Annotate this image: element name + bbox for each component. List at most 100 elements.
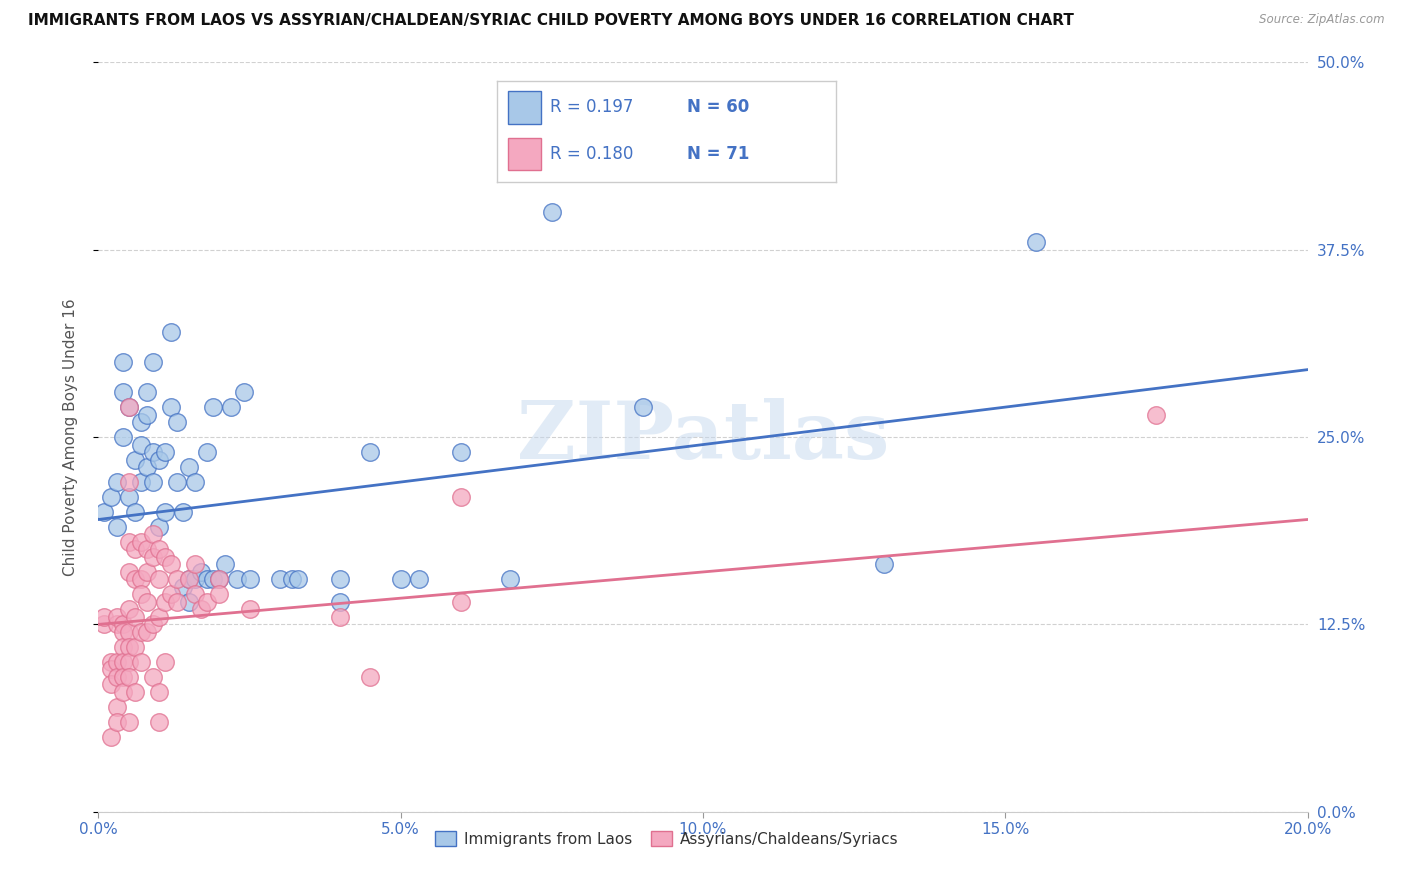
Point	[105, 655, 128, 669]
Point	[135, 565, 157, 579]
Point	[166, 415, 188, 429]
Point	[148, 610, 170, 624]
Point	[118, 400, 141, 414]
Point	[195, 445, 218, 459]
Point	[184, 558, 207, 572]
Point	[124, 542, 146, 557]
Point	[105, 617, 128, 632]
Point	[129, 624, 152, 639]
Point	[190, 602, 212, 616]
Point	[408, 573, 430, 587]
Point	[184, 475, 207, 489]
Point	[148, 685, 170, 699]
Point	[111, 624, 134, 639]
Point	[179, 595, 201, 609]
Point	[100, 730, 122, 744]
Point	[111, 670, 134, 684]
Point	[153, 655, 176, 669]
Point	[100, 662, 122, 676]
Point	[111, 655, 134, 669]
Point	[118, 400, 141, 414]
Point	[105, 699, 128, 714]
Point	[1024, 235, 1046, 250]
Point	[184, 587, 207, 601]
Point	[118, 714, 141, 729]
Legend: Immigrants from Laos, Assyrians/Chaldeans/Syriacs: Immigrants from Laos, Assyrians/Chaldean…	[429, 824, 904, 853]
Point	[179, 573, 201, 587]
Point	[166, 595, 188, 609]
Point	[105, 714, 128, 729]
Point	[160, 325, 183, 339]
Point	[329, 595, 352, 609]
Point	[873, 558, 896, 572]
Point	[179, 573, 201, 587]
Point	[221, 400, 243, 414]
Point	[195, 595, 218, 609]
Point	[135, 595, 157, 609]
Point	[118, 490, 141, 504]
Point	[135, 385, 157, 400]
Point	[129, 535, 152, 549]
Text: IMMIGRANTS FROM LAOS VS ASSYRIAN/CHALDEAN/SYRIAC CHILD POVERTY AMONG BOYS UNDER : IMMIGRANTS FROM LAOS VS ASSYRIAN/CHALDEA…	[28, 13, 1074, 29]
Point	[148, 452, 170, 467]
Point	[190, 565, 212, 579]
Point	[239, 573, 262, 587]
Point	[124, 573, 146, 587]
Point	[93, 617, 115, 632]
Point	[118, 535, 141, 549]
Point	[105, 475, 128, 489]
Point	[214, 558, 236, 572]
Point	[142, 670, 165, 684]
Point	[179, 460, 201, 475]
Point	[105, 670, 128, 684]
Point	[135, 408, 157, 422]
Point	[129, 655, 152, 669]
Point	[93, 610, 115, 624]
Point	[281, 573, 304, 587]
Point	[208, 573, 231, 587]
Point	[160, 558, 183, 572]
Point	[118, 640, 141, 654]
Point	[172, 580, 194, 594]
Point	[287, 573, 309, 587]
Point	[124, 685, 146, 699]
Point	[111, 355, 134, 369]
Point	[208, 587, 231, 601]
Point	[498, 573, 520, 587]
Point	[135, 624, 157, 639]
Point	[148, 714, 170, 729]
Point	[105, 610, 128, 624]
Point	[142, 549, 165, 564]
Point	[129, 573, 152, 587]
Point	[124, 452, 146, 467]
Point	[226, 573, 249, 587]
Point	[118, 624, 141, 639]
Point	[195, 573, 218, 587]
Point	[142, 475, 165, 489]
Point	[166, 475, 188, 489]
Point	[172, 505, 194, 519]
Point	[184, 573, 207, 587]
Point	[269, 573, 291, 587]
Point	[142, 527, 165, 541]
Point	[166, 573, 188, 587]
Point	[118, 602, 141, 616]
Point	[360, 445, 382, 459]
Point	[153, 549, 176, 564]
Point	[111, 385, 134, 400]
Point	[153, 445, 176, 459]
Point	[142, 445, 165, 459]
Point	[360, 670, 382, 684]
Point	[142, 617, 165, 632]
Point	[450, 595, 472, 609]
Point	[129, 415, 152, 429]
Point	[124, 640, 146, 654]
Point	[135, 542, 157, 557]
Point	[111, 617, 134, 632]
Point	[124, 610, 146, 624]
Point	[111, 640, 134, 654]
Point	[148, 573, 170, 587]
Point	[160, 587, 183, 601]
Point	[118, 655, 141, 669]
Point	[100, 677, 122, 691]
